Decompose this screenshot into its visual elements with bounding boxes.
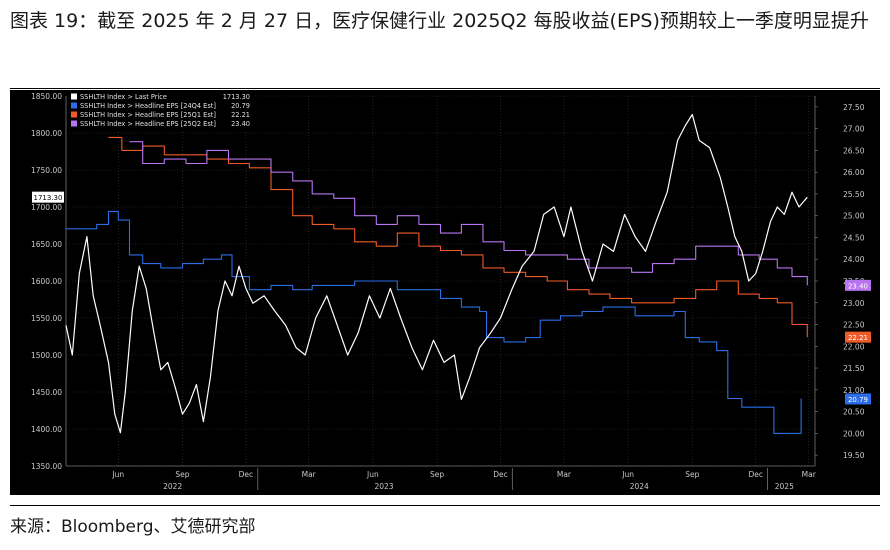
right-tick-label: 26.50: [843, 146, 865, 155]
price-last-tag: [32, 191, 64, 203]
right-tick-label: 24.50: [843, 233, 865, 242]
legend-label: SSHLTH Index > Last Price: [80, 93, 167, 101]
right-tick-label: 21.50: [843, 364, 865, 373]
price-line: [65, 113, 808, 434]
price-last-label: 1713.30: [34, 194, 63, 202]
right-tick-label: 20.00: [843, 429, 865, 438]
legend-label: SSHLTH Index > Headline EPS [25Q2 Est]: [80, 120, 216, 128]
x-month-label: Dec: [748, 470, 763, 479]
left-tick-label: 1650.00: [31, 240, 62, 249]
eps-last-tag: [845, 393, 871, 405]
x-month-label: Sep: [175, 470, 189, 479]
x-month-label: Mar: [302, 470, 317, 479]
grid-lines: [66, 95, 815, 467]
eps-line-2: [108, 136, 808, 338]
right-tick-label: 20.50: [843, 408, 865, 417]
bottom-rule: [10, 505, 880, 506]
right-tick-label: 22.00: [843, 342, 865, 351]
legend-value: 20.79: [231, 102, 250, 110]
x-month-label: Mar: [802, 470, 817, 479]
x-month-label: Dec: [493, 470, 508, 479]
left-tick-label: 1850.00: [31, 92, 62, 101]
series-lines: [65, 113, 808, 434]
x-month-label: Sep: [430, 470, 444, 479]
legend-swatch: [71, 93, 77, 100]
right-tick-label: 27.50: [843, 103, 865, 112]
legend-swatch: [71, 102, 77, 109]
x-year-label: 2022: [163, 482, 182, 491]
left-tick-label: 1800.00: [31, 129, 62, 138]
legend-label: SSHLTH Index > Headline EPS [25Q1 Est]: [80, 111, 216, 119]
eps-last-tag: [845, 279, 871, 291]
x-year-label: 2023: [374, 482, 393, 491]
left-tick-label: 1550.00: [31, 314, 62, 323]
eps-last-label: 20.79: [848, 396, 868, 404]
eps-last-label: 23.40: [848, 282, 868, 290]
left-tick-label: 1450.00: [31, 388, 62, 397]
left-tick-label: 1600.00: [31, 277, 62, 286]
legend-box: [68, 91, 254, 131]
x-month-label: Jun: [111, 470, 124, 479]
x-month-label: Mar: [557, 470, 572, 479]
last-value-tags: 1713.30 20.79 22.21 23.40: [32, 191, 871, 405]
top-rule: [10, 88, 880, 89]
x-month-label: Dec: [239, 470, 254, 479]
left-tick-label: 1750.00: [31, 166, 62, 175]
x-month-label: Jun: [366, 470, 379, 479]
chart-svg: 1850.00 1800.00 1750.00 1700.00 1650.00 1600.…: [31, 91, 871, 491]
legend-value: 23.40: [231, 120, 250, 128]
right-tick-label: 26.00: [843, 168, 865, 177]
legend: SSHLTH Index > Last Price 1713.30 SSHLTH I…: [68, 91, 254, 131]
eps-last-label: 22.21: [848, 334, 868, 342]
left-tick-label: 1350.00: [31, 462, 62, 471]
right-tick-label: 25.00: [843, 212, 865, 221]
figure-title: 图表 19：截至 2025 年 2 月 27 日，医疗保健行业 2025Q2 每…: [10, 10, 869, 32]
right-tick-label: 22.50: [843, 321, 865, 330]
legend-value: 22.21: [231, 111, 250, 119]
right-tick-label: 21.00: [843, 386, 865, 395]
left-tick-label: 1400.00: [31, 425, 62, 434]
x-year-label: 2024: [630, 482, 649, 491]
legend-swatch: [71, 111, 77, 118]
legend-value: 1713.30: [223, 93, 250, 101]
legend-label: SSHLTH Index > Headline EPS [24Q4 Est]: [80, 102, 216, 110]
right-tick-label: 23.00: [843, 299, 865, 308]
x-month-label: Sep: [685, 470, 699, 479]
axes: 1850.00 1800.00 1750.00 1700.00 1650.00 1600.…: [31, 92, 865, 491]
left-tick-label: 1700.00: [31, 203, 62, 212]
right-tick-label: 19.50: [843, 451, 865, 460]
source-note: 来源：Bloomberg、艾德研究部: [10, 517, 256, 537]
eps-line-1: [66, 210, 802, 434]
chart-panel: 1850.00 1800.00 1750.00 1700.00 1650.00 1600.…: [10, 90, 880, 495]
legend-swatch: [71, 120, 77, 127]
right-tick-label: 25.50: [843, 190, 865, 199]
left-tick-label: 1500.00: [31, 351, 62, 360]
right-tick-label: 24.00: [843, 255, 865, 264]
x-year-label: 2025: [775, 482, 794, 491]
right-tick-label: 27.00: [843, 125, 865, 134]
eps-line-3: [129, 141, 808, 286]
x-month-label: Jun: [621, 470, 634, 479]
eps-last-tag: [845, 331, 871, 343]
